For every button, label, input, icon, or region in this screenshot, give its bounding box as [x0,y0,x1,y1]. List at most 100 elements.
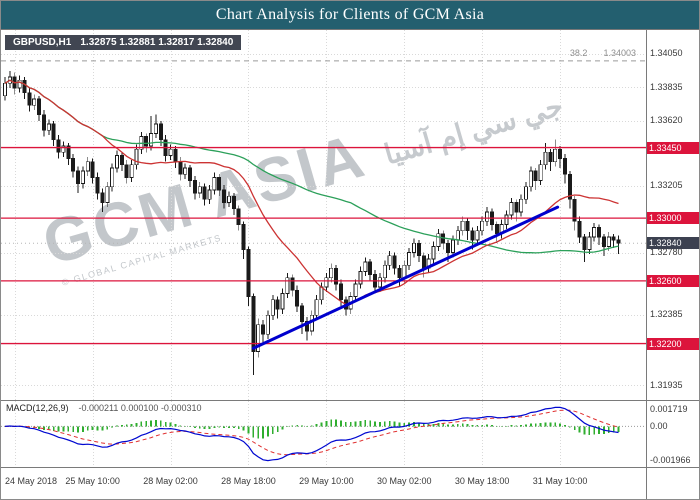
candle-body [236,208,241,225]
candle-body [567,173,572,200]
candlestick-canvas[interactable] [1,30,646,400]
candle-body [149,133,154,147]
candle-body [85,161,90,172]
grid-layer [1,30,646,400]
candle-body [304,321,309,332]
candle-body [144,136,149,147]
candle-body [329,267,334,279]
candle-body [504,214,509,225]
candle-body [485,211,490,222]
title-bar: Chart Analysis for Clients of GCM Asia [1,1,699,29]
price-axis-label: 1.32385 [650,309,683,320]
candle-body [129,164,134,178]
candle-body [51,123,56,141]
candle-body [100,192,105,203]
macd-indicator-label: MACD(12,26,9) -0.000211 0.000100 -0.0003… [6,403,201,413]
time-axis-label: 31 May 10:00 [532,476,588,486]
candle-body [251,296,256,352]
price-level-badge: 1.33000 [647,212,699,225]
candle-body [56,139,61,153]
time-axis[interactable]: 24 May 2018 25 May 10:00 28 May 02:00 28 Ma… [1,468,699,499]
candle-body [470,230,475,241]
price-axis-label: 1.31935 [650,379,683,390]
pane-separator[interactable] [1,400,699,401]
time-axis-label: 28 May 18:00 [221,476,276,486]
grid-layer-macd [15,401,561,467]
candle-body [397,267,402,279]
macd-histogram [8,419,620,439]
candle-body [71,158,76,172]
candle-body [178,161,183,175]
candle-body [114,155,119,169]
candle-body [32,98,37,106]
candle-body [241,224,246,250]
candle-body [256,324,261,352]
candle-body [577,220,582,238]
candle-body [265,314,270,335]
candle-body [538,164,543,181]
candle-body [616,239,621,244]
candle-body [105,186,110,203]
trendline [251,205,560,350]
candle-body [382,264,387,279]
price-chart-pane[interactable]: GCM ASIA جي سي إم آسيا © GLOBAL CAPITAL … [1,30,646,400]
candles-layer [3,70,621,375]
candle-body [377,277,382,288]
candle-body [558,148,563,159]
candle-body [119,155,124,166]
candle-body [41,114,46,131]
candle-body [338,283,343,301]
candle-body [431,245,436,260]
candle-body [188,167,193,181]
pane-separator-bottom [1,467,699,468]
candle-body [275,299,280,310]
fibo-level-label: 38.2 1.34003 [570,48,636,58]
candle-body [606,236,611,247]
candle-body [22,79,27,94]
macd-indicator-pane[interactable] [1,401,646,467]
candle-body [480,220,485,232]
candle-body [562,158,567,175]
macd-name: MACD(12,26,9) [6,403,69,413]
candle-body [27,92,32,106]
candle-body [548,151,553,163]
chart-area[interactable]: GCM ASIA جي سي إم آسيا © GLOBAL CAPITAL … [1,29,699,499]
candle-body [460,220,465,232]
time-axis-label: 25 May 10:00 [65,476,120,486]
slow-ma-line [4,79,619,254]
candle-body [95,176,100,194]
candle-body [587,236,592,250]
candle-body [197,186,202,194]
time-axis-label: 28 May 02:00 [143,476,198,486]
candle-body [290,277,295,291]
candle-body [280,292,285,310]
candle-body [66,145,71,159]
macd-values: -0.000211 0.000100 -0.000310 [78,403,202,413]
candle-body [192,180,197,194]
candle-body [90,161,95,178]
candle-body [597,227,602,238]
price-axis[interactable]: 1.34050 1.33835 1.33620 1.33205 1.32780 1.323… [646,30,699,499]
candle-body [270,299,275,316]
candle-body [246,249,251,297]
price-axis-label: 1.33205 [650,180,683,191]
candle-body [207,189,212,200]
candle-body [519,198,524,213]
candle-body [407,252,412,266]
price-level-badge: 1.32200 [647,337,699,350]
current-price-badge: 1.32840 [647,237,699,250]
symbol-label: GBPUSD,H1 [13,37,72,48]
candle-body [543,151,548,166]
candle-body [222,189,227,203]
macd-signal-line [4,409,619,456]
candle-body [572,198,577,222]
time-axis-label: 30 May 02:00 [376,476,432,486]
candle-body [533,170,538,181]
macd-canvas[interactable] [1,401,646,467]
ohlc-values: 1.32875 1.32881 1.32817 1.32840 [80,37,234,48]
candle-body [158,123,163,141]
candle-body [3,82,8,97]
macd-main-line [4,406,619,462]
price-axis-label: 1.33620 [650,115,683,126]
candle-body [611,236,616,241]
